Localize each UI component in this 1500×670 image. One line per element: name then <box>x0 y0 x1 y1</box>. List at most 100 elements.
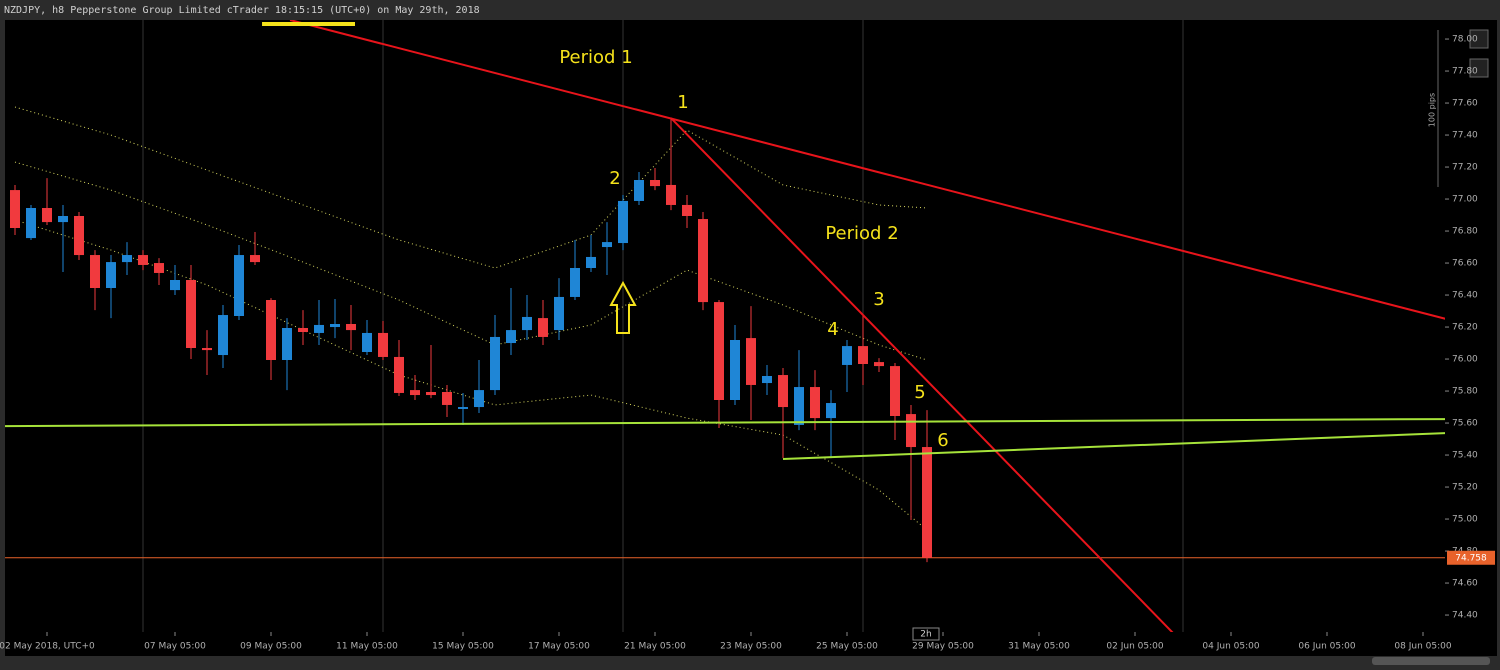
candle-body <box>602 242 612 248</box>
x-tick-label: 31 May 05:00 <box>1008 642 1070 652</box>
y-tick-label: 75.00 <box>1452 515 1478 525</box>
candle-body <box>74 216 84 256</box>
candle-body <box>506 330 516 344</box>
candle-body <box>138 255 148 265</box>
trendline <box>670 117 1174 632</box>
candle-body <box>666 184 676 205</box>
band-line <box>14 106 928 269</box>
candle-body <box>810 387 820 419</box>
candle-body <box>282 328 292 360</box>
candle-body <box>202 348 212 351</box>
candle-body <box>426 392 436 396</box>
candle-body <box>170 280 180 291</box>
popout-button[interactable] <box>1469 29 1489 49</box>
candle-body <box>442 392 452 405</box>
y-tick-label: 75.60 <box>1452 419 1478 429</box>
candle-body <box>122 255 132 263</box>
annotation: 5 <box>914 382 925 403</box>
candle-body <box>826 403 836 419</box>
scrollbar[interactable] <box>1372 657 1490 665</box>
y-tick-label: 76.20 <box>1452 323 1478 333</box>
x-tick-label: 02 Jun 05:00 <box>1106 642 1163 652</box>
candle-body <box>362 332 372 352</box>
annotation: 1 <box>677 92 688 113</box>
candle-body <box>586 256 596 268</box>
x-tick-label: 15 May 05:00 <box>432 642 494 652</box>
pips-label: 100 pips <box>1428 93 1437 127</box>
annotation: Period 2 <box>825 223 898 244</box>
annotation: 3 <box>873 289 884 310</box>
candle-body <box>186 280 196 348</box>
candle-body <box>730 340 740 400</box>
x-tick-label: 06 Jun 05:00 <box>1298 642 1355 652</box>
x-tick-label: 04 Jun 05:00 <box>1202 642 1259 652</box>
plot-area <box>5 20 1445 632</box>
annotation: Period 1 <box>559 47 632 68</box>
y-tick-label: 78.00 <box>1452 35 1478 45</box>
x-tick-label: 23 May 05:00 <box>720 642 782 652</box>
y-tick-label: 76.60 <box>1452 259 1478 269</box>
toolbar <box>1469 29 1489 78</box>
candle-body <box>778 375 788 408</box>
y-tick-label: 77.40 <box>1452 131 1478 141</box>
candle-body <box>26 208 36 239</box>
x-tick-label: 29 May 05:00 <box>912 642 974 652</box>
y-tick-label: 74.60 <box>1452 579 1478 589</box>
candle-body <box>474 390 484 408</box>
candle-body <box>250 255 260 263</box>
candle-body <box>618 200 628 244</box>
trendline <box>289 20 1445 320</box>
candle-body <box>330 324 340 328</box>
candle-body <box>570 268 580 297</box>
candle-body <box>314 324 324 333</box>
candle-body <box>890 366 900 416</box>
timeframe-label: 2h <box>920 630 931 640</box>
plot <box>5 20 1445 632</box>
candle-body <box>762 376 772 384</box>
candle-body <box>922 447 932 558</box>
candle-body <box>490 336 500 391</box>
candle-body <box>154 263 164 273</box>
candle-body <box>682 204 692 216</box>
last-price-label: 74.758 <box>1455 553 1487 563</box>
candle-body <box>10 190 20 228</box>
trendline <box>782 432 1445 461</box>
candle-body <box>842 346 852 365</box>
y-tick-label: 77.20 <box>1452 163 1478 173</box>
candle-body <box>634 180 644 201</box>
candle-body <box>58 216 68 223</box>
candle-body <box>218 315 228 356</box>
x-tick-label: 09 May 05:00 <box>240 642 302 652</box>
x-tick-label: 07 May 05:00 <box>144 642 206 652</box>
candle-body <box>90 255 100 288</box>
screenshot-button[interactable] <box>1469 58 1489 78</box>
y-tick-label: 76.00 <box>1452 355 1478 365</box>
annotation: 6 <box>937 430 948 451</box>
annotation: 4 <box>827 319 838 340</box>
y-tick-label: 77.60 <box>1452 99 1478 109</box>
candle-body <box>714 302 724 400</box>
candle-body <box>410 390 420 396</box>
y-tick-label: 77.80 <box>1452 67 1478 77</box>
candle-body <box>458 407 468 409</box>
x-tick-label: 11 May 05:00 <box>336 642 398 652</box>
candle-body <box>522 316 532 331</box>
timeframe-tag <box>912 627 940 641</box>
candle-body <box>746 338 756 385</box>
candle-body <box>906 414 916 448</box>
x-tick-label: 21 May 05:00 <box>624 642 686 652</box>
candle-body <box>42 208 52 223</box>
candle-body <box>858 346 868 364</box>
candle-body <box>298 328 308 332</box>
candle-body <box>346 324 356 331</box>
y-tick-label: 76.40 <box>1452 291 1478 301</box>
annotation: 2 <box>609 168 620 189</box>
candle-body <box>378 332 388 357</box>
y-tick-label: 75.20 <box>1452 483 1478 493</box>
candle-body <box>554 296 564 331</box>
last-price-tag <box>1447 550 1495 565</box>
candle-body <box>538 318 548 337</box>
candle-body <box>394 356 404 393</box>
candle-body <box>698 219 708 303</box>
